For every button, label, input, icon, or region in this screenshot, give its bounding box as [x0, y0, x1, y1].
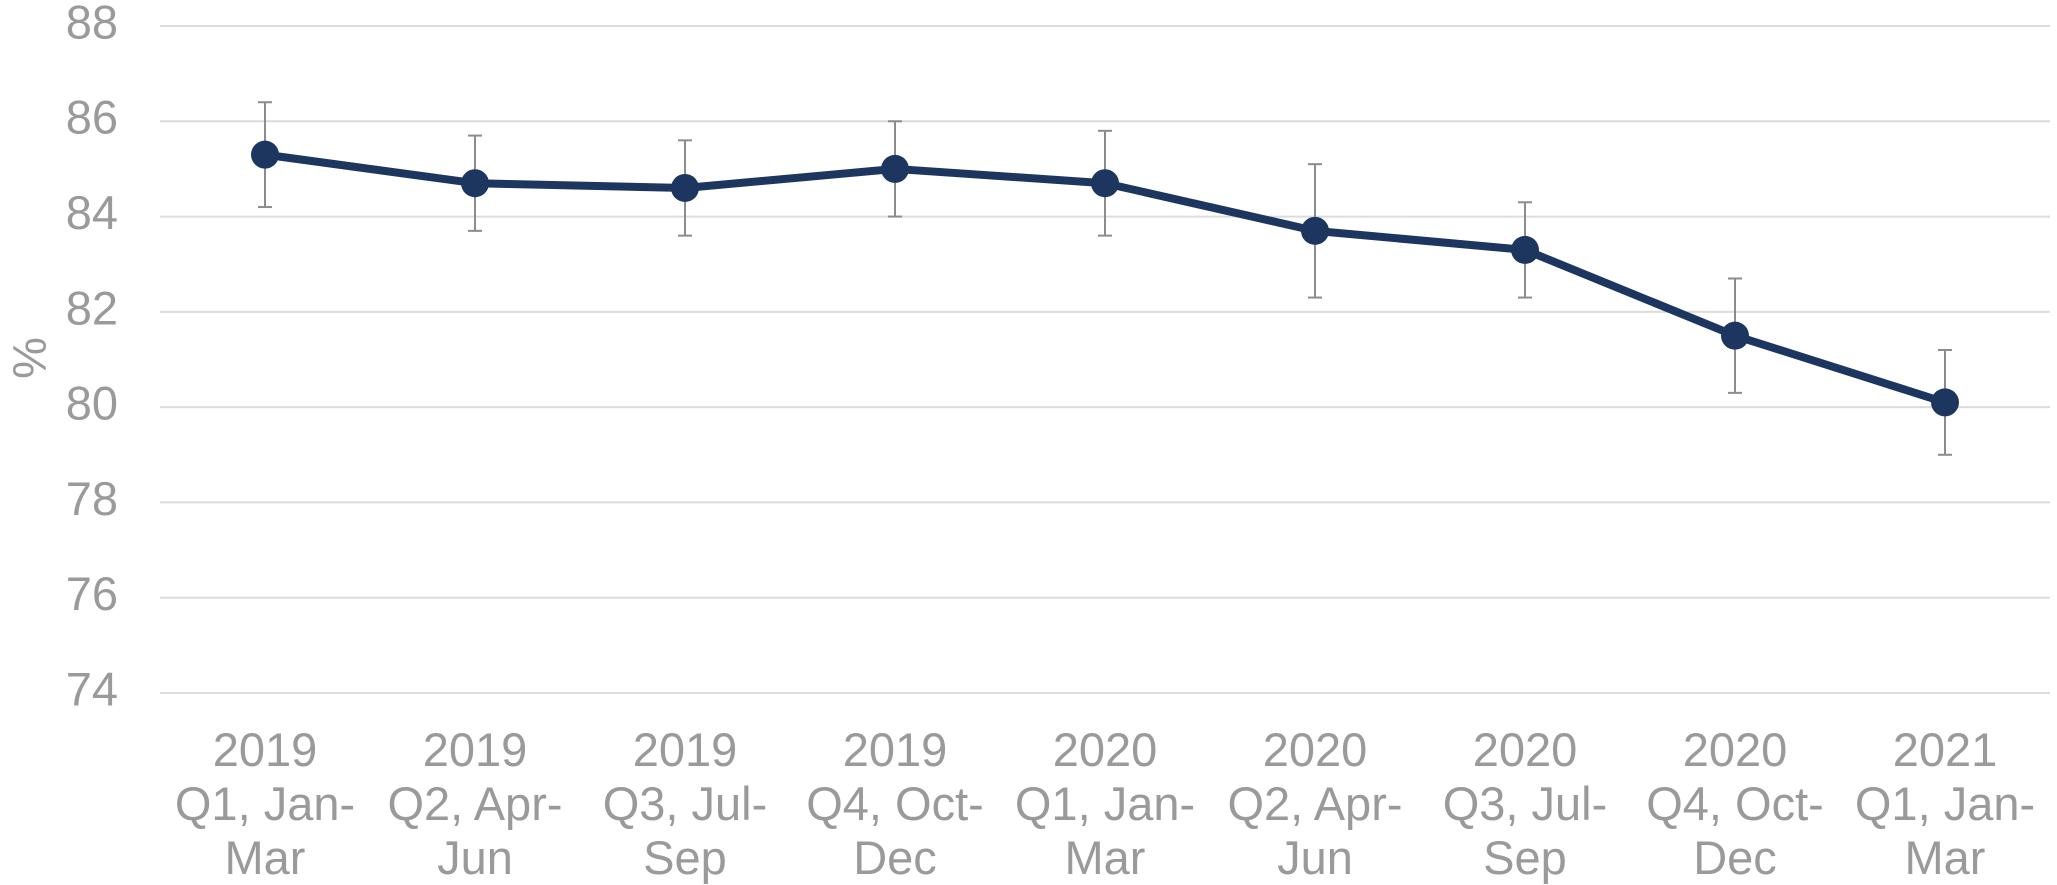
y-tick-label: 86	[66, 91, 118, 144]
x-tick-label: 2020 Q1, Jan-Mar	[1014, 723, 1196, 884]
x-tick-label: 2021 Q1, Jan-Mar	[1854, 723, 2036, 884]
y-tick-label: 78	[66, 472, 118, 525]
x-tick-label: 2019 Q2, Apr-Jun	[387, 723, 563, 884]
point	[671, 173, 699, 202]
y-tick-label: 88	[66, 0, 118, 48]
y-axis-label: %	[2, 337, 55, 379]
x-tick-label: 2020 Q2, Apr-Jun	[1227, 723, 1403, 884]
point	[1511, 235, 1539, 264]
point	[1931, 388, 1959, 417]
point	[1721, 321, 1749, 350]
point	[461, 169, 489, 198]
x-tick-label: 2019 Q1, Jan-Mar	[174, 723, 356, 884]
point	[881, 154, 909, 183]
x-tick-label: 2019 Q4, Oct-Dec	[806, 723, 984, 884]
x-tick-label: 2020 Q4, Oct-Dec	[1646, 723, 1824, 884]
point	[1091, 169, 1119, 198]
y-tick-label: 74	[66, 662, 118, 715]
y-tick-label: 84	[66, 186, 118, 239]
point	[251, 140, 279, 169]
x-tick-label: 2020 Q3, Jul-Sep	[1442, 723, 1608, 884]
y-tick-label: 80	[66, 377, 118, 430]
x-tick-label: 2019 Q3, Jul-Sep	[602, 723, 768, 884]
y-tick-label: 76	[66, 567, 118, 620]
y-tick-label: 82	[66, 281, 118, 334]
point	[1301, 216, 1329, 245]
